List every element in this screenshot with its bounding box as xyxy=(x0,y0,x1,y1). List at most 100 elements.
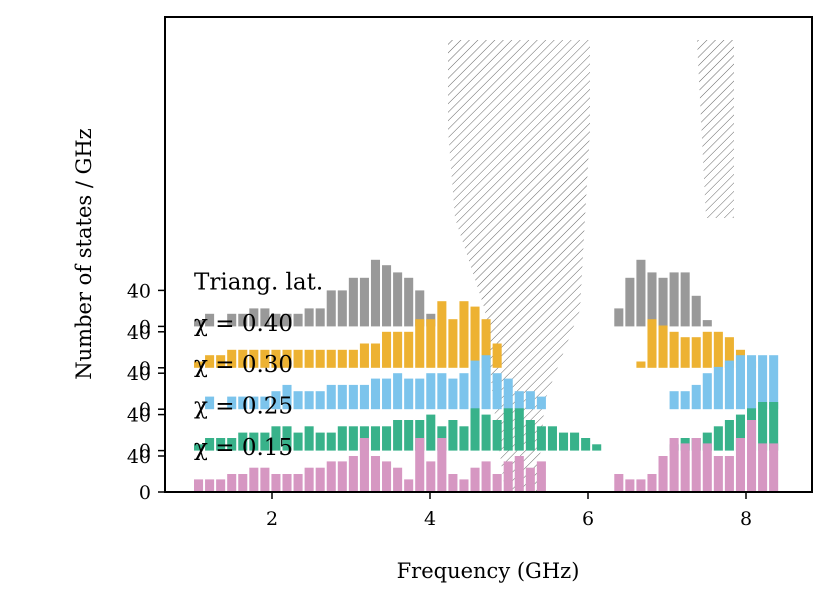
bar xyxy=(525,391,535,410)
bar xyxy=(702,331,712,368)
y-tick-label: 0 xyxy=(139,482,151,504)
bar xyxy=(315,391,325,410)
bar xyxy=(426,319,436,368)
bar xyxy=(271,391,281,410)
y-tick-label: 40 xyxy=(127,446,151,468)
bar xyxy=(724,360,734,410)
bar xyxy=(304,308,314,327)
bar xyxy=(437,373,447,410)
bar xyxy=(492,474,502,492)
y-axis-label: Number of states / GHz xyxy=(72,128,96,379)
bar xyxy=(205,438,215,451)
y-tick-label: 0 xyxy=(139,358,151,380)
bar xyxy=(415,438,425,492)
bar xyxy=(382,331,392,368)
bar xyxy=(481,355,491,410)
bar xyxy=(713,366,723,410)
bar xyxy=(503,408,513,451)
bar xyxy=(625,479,635,492)
bar xyxy=(625,277,635,327)
bar xyxy=(326,432,336,451)
bar xyxy=(227,313,237,327)
x-tick-label: 8 xyxy=(740,508,752,530)
bar xyxy=(470,306,480,368)
bar xyxy=(758,443,768,492)
bar xyxy=(680,443,690,492)
bar xyxy=(448,378,458,410)
bar xyxy=(348,384,358,410)
series-label: χ = 0.15 xyxy=(194,435,293,461)
bar xyxy=(393,331,403,368)
bar xyxy=(271,426,281,451)
bar xyxy=(680,337,690,368)
band-gap-hatching xyxy=(448,40,734,492)
bar xyxy=(426,373,436,410)
bar xyxy=(304,467,314,492)
bar xyxy=(326,461,336,492)
bar xyxy=(227,474,237,492)
y-tick-label: 40 xyxy=(127,322,151,344)
bar xyxy=(448,474,458,492)
bar xyxy=(315,349,325,368)
bar xyxy=(437,301,447,368)
bar xyxy=(227,438,237,451)
x-axis-ticks: 2 4 6 8 xyxy=(266,492,752,530)
bar xyxy=(636,479,646,492)
bar xyxy=(636,259,646,327)
band-gap-main xyxy=(448,40,590,492)
x-axis-label: Frequency (GHz) xyxy=(397,559,580,583)
bar xyxy=(227,349,237,368)
bar xyxy=(359,438,369,492)
bar xyxy=(337,290,347,327)
bar xyxy=(238,474,248,492)
bar xyxy=(647,272,657,327)
bar xyxy=(459,373,469,410)
bar xyxy=(293,474,303,492)
bar xyxy=(702,320,712,327)
bar xyxy=(282,313,292,327)
bar xyxy=(614,474,624,492)
bar xyxy=(382,461,392,492)
bar xyxy=(293,349,303,368)
bar xyxy=(503,378,513,410)
bar xyxy=(492,343,502,368)
bar xyxy=(337,461,347,492)
bar xyxy=(382,426,392,451)
bar xyxy=(238,349,248,368)
bar xyxy=(647,319,657,368)
bar xyxy=(326,290,336,327)
bar xyxy=(437,438,447,492)
bar xyxy=(713,456,723,492)
bar xyxy=(271,313,281,327)
band-gap-secondary xyxy=(697,40,734,218)
bar xyxy=(492,420,502,451)
bar xyxy=(481,319,491,368)
bar xyxy=(370,378,381,410)
y-tick-label: 0 xyxy=(139,441,151,463)
bar xyxy=(194,320,204,327)
bar xyxy=(382,378,392,410)
bar xyxy=(370,456,381,492)
bar xyxy=(304,426,314,451)
bar xyxy=(724,337,734,368)
bar xyxy=(415,378,425,410)
bar xyxy=(370,259,381,327)
bar xyxy=(404,277,414,327)
bar xyxy=(194,479,204,492)
bar xyxy=(415,420,425,451)
bar xyxy=(415,290,425,327)
bar xyxy=(669,331,679,368)
bar xyxy=(404,479,414,492)
bar xyxy=(536,461,546,492)
bar xyxy=(393,467,403,492)
bar xyxy=(558,432,569,451)
bar xyxy=(514,408,524,451)
bar xyxy=(514,456,524,492)
bar xyxy=(426,461,436,492)
bar xyxy=(238,396,248,410)
series-label: χ = 0.40 xyxy=(194,311,293,337)
bar xyxy=(658,325,668,368)
bar xyxy=(238,313,248,327)
x-tick-label: 6 xyxy=(582,508,594,530)
